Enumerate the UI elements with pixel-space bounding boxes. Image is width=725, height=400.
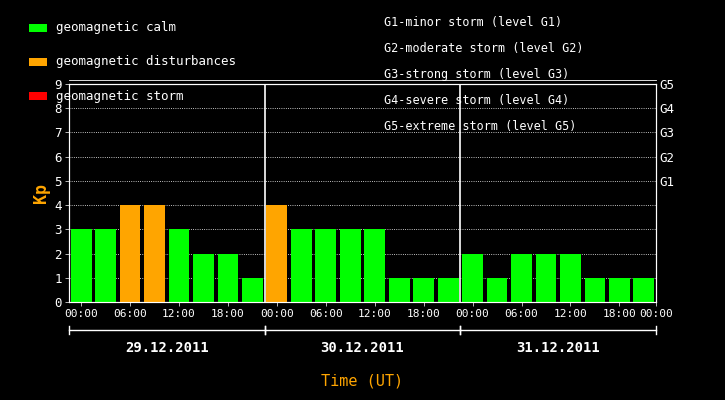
- Bar: [144, 205, 165, 302]
- Bar: [340, 229, 360, 302]
- Bar: [365, 229, 385, 302]
- Bar: [609, 278, 630, 302]
- Bar: [584, 278, 605, 302]
- Bar: [242, 278, 262, 302]
- Bar: [218, 254, 239, 302]
- Text: G1-minor storm (level G1): G1-minor storm (level G1): [384, 16, 563, 29]
- Bar: [193, 254, 214, 302]
- Bar: [511, 254, 532, 302]
- Bar: [560, 254, 581, 302]
- Text: G5-extreme storm (level G5): G5-extreme storm (level G5): [384, 120, 576, 133]
- Text: 31.12.2011: 31.12.2011: [516, 341, 600, 355]
- Bar: [389, 278, 410, 302]
- Text: 30.12.2011: 30.12.2011: [320, 341, 405, 355]
- Bar: [315, 229, 336, 302]
- Text: 29.12.2011: 29.12.2011: [125, 341, 209, 355]
- Text: geomagnetic calm: geomagnetic calm: [56, 22, 176, 34]
- Bar: [291, 229, 312, 302]
- Bar: [120, 205, 141, 302]
- Text: G2-moderate storm (level G2): G2-moderate storm (level G2): [384, 42, 584, 55]
- Bar: [536, 254, 556, 302]
- Bar: [169, 229, 189, 302]
- Bar: [634, 278, 654, 302]
- Text: Time (UT): Time (UT): [321, 373, 404, 388]
- Bar: [71, 229, 91, 302]
- Bar: [413, 278, 434, 302]
- Text: geomagnetic disturbances: geomagnetic disturbances: [56, 56, 236, 68]
- Text: G4-severe storm (level G4): G4-severe storm (level G4): [384, 94, 570, 107]
- Bar: [438, 278, 458, 302]
- Y-axis label: Kp: Kp: [33, 183, 50, 203]
- Text: geomagnetic storm: geomagnetic storm: [56, 90, 183, 102]
- Bar: [486, 278, 507, 302]
- Text: G3-strong storm (level G3): G3-strong storm (level G3): [384, 68, 570, 81]
- Bar: [267, 205, 287, 302]
- Bar: [95, 229, 116, 302]
- Bar: [463, 254, 483, 302]
